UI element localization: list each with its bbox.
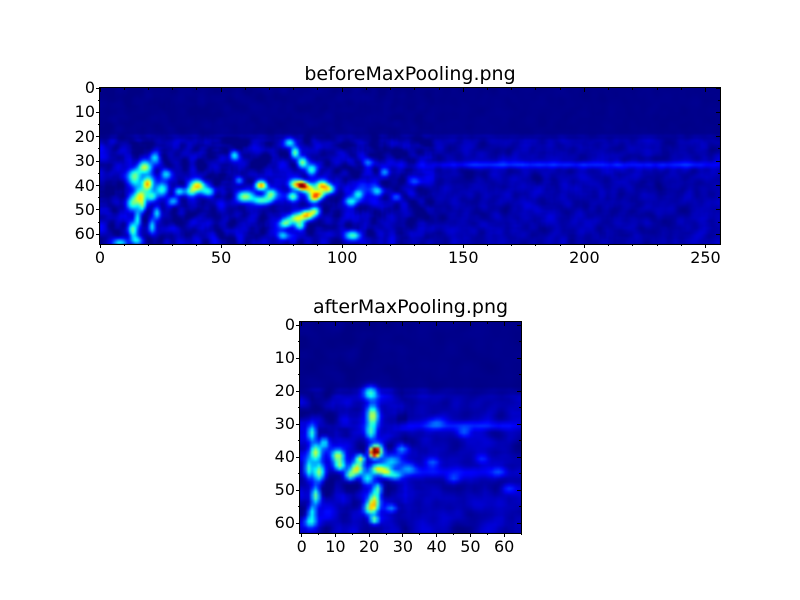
y-tick-label: 30 (274, 414, 295, 434)
y-tick-label: 10 (74, 102, 95, 122)
x-tick-label: 50 (210, 248, 232, 267)
heatmap-before-maxpooling (99, 87, 721, 245)
heatmap-after-maxpooling (299, 321, 522, 534)
x-tick-label: 50 (460, 537, 481, 556)
x-tick-label: 40 (426, 537, 447, 556)
after-plot-title: afterMaxPooling.png (312, 296, 509, 318)
y-tick-label: 30 (74, 151, 95, 171)
y-tick-label: 0 (84, 78, 95, 97)
x-tick-label: 150 (448, 248, 479, 267)
y-tick-label: 50 (274, 480, 295, 500)
heatmap-canvas-after (300, 322, 521, 533)
x-tick-label: 250 (690, 248, 721, 267)
y-tick-label: 20 (74, 126, 95, 146)
y-tick-label: 50 (74, 199, 95, 219)
y-tick-label: 10 (274, 348, 295, 368)
y-tick-label: 40 (274, 447, 295, 467)
x-tick-label: 100 (326, 248, 358, 267)
x-tick-label: 30 (392, 537, 414, 556)
x-tick-label: 0 (94, 248, 106, 267)
y-tick-label: 20 (274, 381, 295, 401)
x-tick-label: 60 (493, 537, 515, 556)
y-tick-label: 0 (284, 315, 295, 335)
x-tick-label: 20 (358, 537, 380, 556)
x-tick-label: 0 (296, 537, 307, 556)
x-tick-label: 10 (325, 537, 346, 556)
heatmap-canvas-before (100, 88, 720, 244)
y-tick-label: 60 (74, 224, 95, 244)
before-plot-title: beforeMaxPooling.png (304, 63, 516, 85)
x-tick-label: 200 (569, 248, 600, 267)
y-tick-label: 40 (74, 175, 95, 195)
y-tick-label: 60 (274, 513, 295, 533)
